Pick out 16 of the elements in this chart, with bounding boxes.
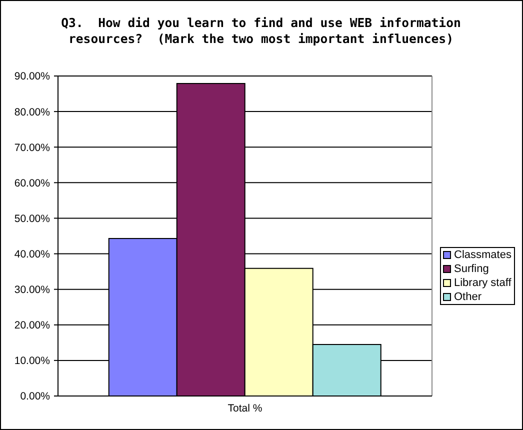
y-tick-label: 70.00%: [14, 142, 50, 154]
legend-label: Library staff: [454, 276, 512, 290]
y-tick-label: 80.00%: [14, 106, 50, 118]
y-tick-label: 10.00%: [14, 355, 50, 368]
y-tick-label: 50.00%: [14, 212, 50, 225]
y-tick-label: 60.00%: [14, 177, 50, 190]
legend-label: Other: [454, 290, 482, 304]
x-tick-label: Total %: [228, 402, 262, 414]
chart-title: Q3. How did you learn to find and use WEB information resources? (Mark the two most important influences): [61, 15, 461, 47]
y-tick-label: 30.00%: [14, 284, 50, 296]
y-tick-label: 20.00%: [14, 320, 50, 332]
legend-label: Surfing: [454, 262, 489, 276]
legend-label: Classmates: [454, 248, 512, 262]
y-tick-label: 40.00%: [14, 248, 50, 261]
y-tick-label: 90.00%: [14, 70, 50, 83]
y-tick-label: 0.00%: [20, 390, 50, 403]
